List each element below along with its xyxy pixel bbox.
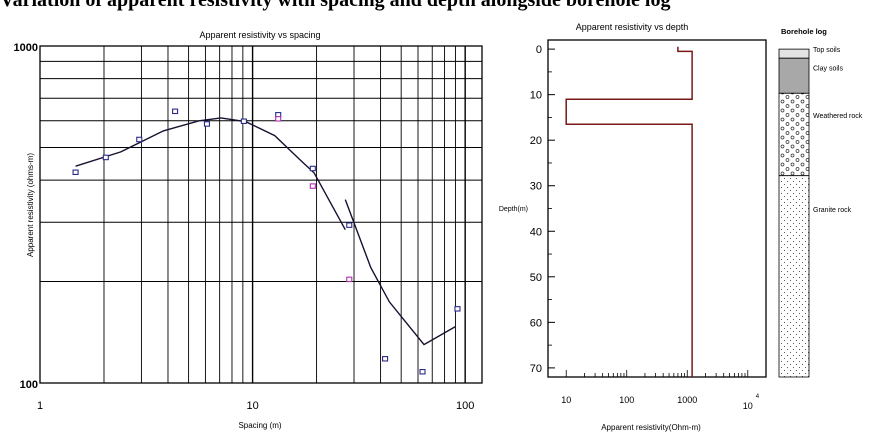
spacing-y-tick-label: 100 xyxy=(20,379,38,391)
figure-caption: Variation of apparent resistivity with s… xyxy=(0,0,874,30)
spacing-chart: Apparent resistivity vs spacing 1 10 100 10… xyxy=(14,30,483,430)
depth-y-tick-label: 30 xyxy=(530,181,542,193)
spacing-x-tick-label: 10 xyxy=(246,400,258,412)
spacing-chart-markers xyxy=(72,108,461,375)
borehole-layer-label: Clay soils xyxy=(813,65,843,72)
spacing-data-point xyxy=(72,169,79,176)
borehole-layer xyxy=(778,57,810,94)
borehole-layer xyxy=(778,92,810,177)
depth-y-tick-label: 60 xyxy=(530,317,542,329)
spacing-x-tick-label: 1 xyxy=(37,400,43,412)
spacing-chart-title: Apparent resistivity vs spacing xyxy=(199,30,320,40)
borehole-layer-label: Granite rock xyxy=(813,207,852,214)
spacing-data-point xyxy=(382,356,389,362)
depth-chart: Apparent resistivity vs depth 0 10 20 30 40 5… xyxy=(499,22,767,432)
borehole-log-title: Borehole log xyxy=(781,27,827,36)
depth-y-tick-label: 10 xyxy=(530,90,542,102)
spacing-data-point xyxy=(419,368,426,375)
depth-y-tick-label: 50 xyxy=(530,272,542,284)
depth-x-tick-label: 10 xyxy=(743,401,753,411)
spacing-data-point xyxy=(309,165,316,172)
spacing-data-point xyxy=(454,306,461,312)
depth-chart-title: Apparent resistivity vs depth xyxy=(576,22,689,32)
depth-y-tick-label: 70 xyxy=(530,363,542,375)
depth-y-tick-label: 40 xyxy=(530,226,542,238)
depth-y-tick-label: 0 xyxy=(536,44,542,56)
depth-x-tick-label: 1000 xyxy=(677,395,697,405)
spacing-data-point xyxy=(309,183,316,189)
spacing-data-point xyxy=(275,116,282,122)
borehole-layer-label: Weathered rock xyxy=(813,113,863,120)
depth-x-tick-label: 10 xyxy=(561,395,571,405)
borehole-layer xyxy=(778,48,810,59)
depth-profile-line xyxy=(565,46,693,377)
spacing-fit-line xyxy=(344,199,456,346)
spacing-chart-plot-area xyxy=(39,45,483,384)
depth-chart-profile xyxy=(565,46,693,377)
spacing-data-point xyxy=(346,276,353,283)
spacing-chart-grid xyxy=(40,46,482,383)
spacing-chart-tick-labels: 1 10 100 100 1000 xyxy=(14,42,475,412)
spacing-x-tick-label: 100 xyxy=(456,400,474,412)
spacing-data-point xyxy=(172,108,179,115)
spacing-data-point xyxy=(203,121,210,127)
caption-text: Variation of apparent resistivity with s… xyxy=(0,0,671,11)
spacing-data-point xyxy=(102,154,109,161)
depth-x-tick-label: 100 xyxy=(619,395,634,405)
spacing-y-tick-label: 1000 xyxy=(14,42,38,54)
spacing-chart-ylabel: Apparent resistivity (ohms-m) xyxy=(26,153,35,257)
spacing-data-point xyxy=(346,222,353,228)
depth-chart-xlabel: Apparent resistivity(Ohm-m) xyxy=(601,423,701,432)
borehole-layer xyxy=(778,175,810,378)
depth-chart-ylabel: Depth(m) xyxy=(499,206,528,213)
depth-chart-plot-area xyxy=(547,39,767,378)
spacing-chart-xlabel: Spacing (m) xyxy=(238,421,281,430)
spacing-data-point xyxy=(240,118,247,125)
depth-x-tick-exponent: 4 xyxy=(756,394,760,400)
spacing-data-point xyxy=(136,136,143,143)
borehole-log: Borehole log Top soils Clay soils Weathere… xyxy=(778,27,863,378)
depth-y-tick-label: 20 xyxy=(530,135,542,147)
borehole-layer-label: Top soils xyxy=(813,47,841,54)
borehole-log-layers: Top soils Clay soils Weathered rock Granite… xyxy=(778,47,863,378)
